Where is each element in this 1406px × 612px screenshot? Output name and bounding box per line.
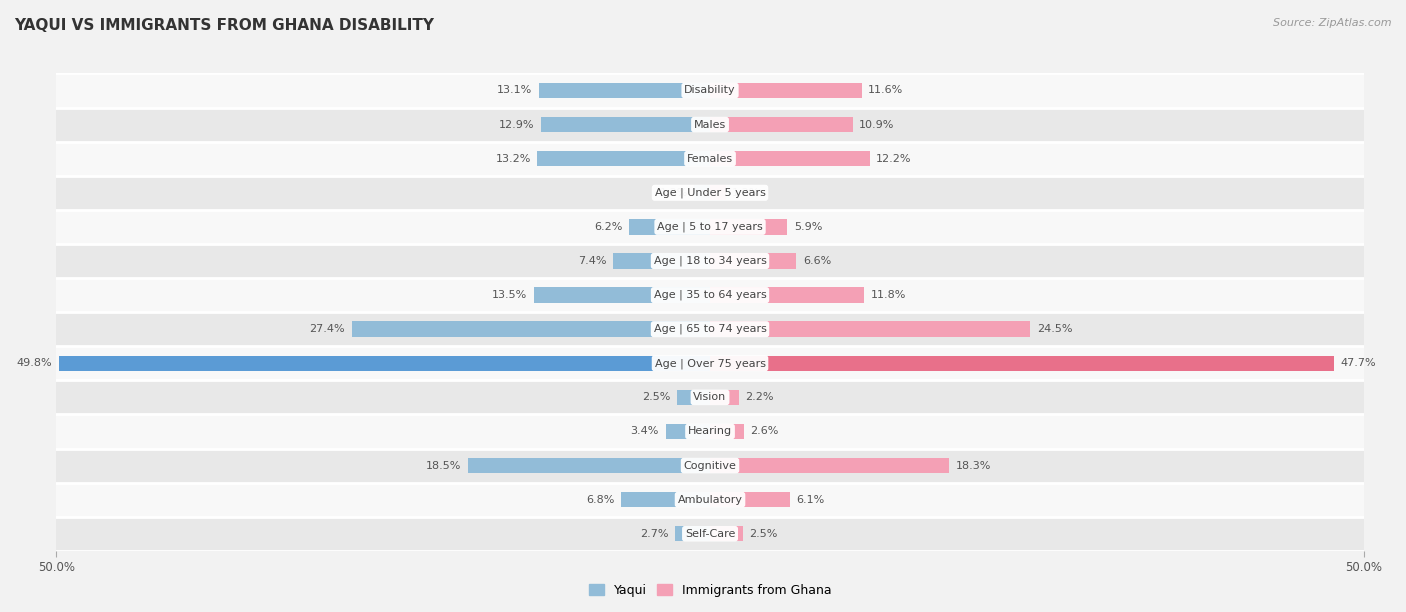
Bar: [678, 390, 710, 405]
Text: 49.8%: 49.8%: [17, 358, 52, 368]
Text: Age | 5 to 17 years: Age | 5 to 17 years: [657, 222, 763, 232]
Text: 7.4%: 7.4%: [578, 256, 607, 266]
Bar: [710, 390, 738, 405]
Text: Age | 18 to 34 years: Age | 18 to 34 years: [654, 256, 766, 266]
Bar: [56, 108, 1364, 141]
Text: 2.6%: 2.6%: [751, 427, 779, 436]
Text: Age | Under 5 years: Age | Under 5 years: [655, 187, 765, 198]
Bar: [710, 492, 790, 507]
Bar: [56, 312, 1364, 346]
Legend: Yaqui, Immigrants from Ghana: Yaqui, Immigrants from Ghana: [583, 579, 837, 602]
Text: 2.5%: 2.5%: [749, 529, 778, 539]
Text: 6.2%: 6.2%: [595, 222, 623, 232]
Text: 10.9%: 10.9%: [859, 119, 894, 130]
Bar: [56, 483, 1364, 517]
Bar: [56, 414, 1364, 449]
Text: 1.2%: 1.2%: [659, 188, 688, 198]
Text: 6.8%: 6.8%: [586, 494, 614, 505]
Text: 3.4%: 3.4%: [631, 427, 659, 436]
Bar: [695, 185, 710, 201]
Text: 1.2%: 1.2%: [733, 188, 761, 198]
Text: 12.2%: 12.2%: [876, 154, 911, 163]
Bar: [628, 219, 710, 234]
Bar: [538, 83, 710, 98]
Bar: [710, 424, 744, 439]
Text: 2.7%: 2.7%: [640, 529, 668, 539]
Bar: [56, 278, 1364, 312]
Text: 2.5%: 2.5%: [643, 392, 671, 402]
Text: Disability: Disability: [685, 86, 735, 95]
Bar: [621, 492, 710, 507]
Text: 5.9%: 5.9%: [794, 222, 823, 232]
Bar: [710, 219, 787, 234]
Text: 6.6%: 6.6%: [803, 256, 831, 266]
Text: 11.8%: 11.8%: [870, 290, 907, 300]
Text: Source: ZipAtlas.com: Source: ZipAtlas.com: [1274, 18, 1392, 28]
Bar: [710, 526, 742, 542]
Bar: [56, 141, 1364, 176]
Bar: [468, 458, 710, 473]
Bar: [56, 380, 1364, 414]
Text: Ambulatory: Ambulatory: [678, 494, 742, 505]
Bar: [541, 117, 710, 132]
Text: 18.5%: 18.5%: [426, 461, 461, 471]
Text: 18.3%: 18.3%: [956, 461, 991, 471]
Bar: [710, 458, 949, 473]
Bar: [710, 356, 1334, 371]
Bar: [710, 321, 1031, 337]
Bar: [710, 185, 725, 201]
Text: Cognitive: Cognitive: [683, 461, 737, 471]
Text: 13.5%: 13.5%: [492, 290, 527, 300]
Text: Hearing: Hearing: [688, 427, 733, 436]
Text: 47.7%: 47.7%: [1340, 358, 1376, 368]
Text: 11.6%: 11.6%: [869, 86, 904, 95]
Bar: [56, 210, 1364, 244]
Bar: [56, 517, 1364, 551]
Bar: [537, 151, 710, 166]
Bar: [710, 288, 865, 303]
Bar: [56, 176, 1364, 210]
Bar: [59, 356, 710, 371]
Text: Males: Males: [695, 119, 725, 130]
Text: Females: Females: [688, 154, 733, 163]
Bar: [710, 83, 862, 98]
Bar: [710, 117, 852, 132]
Bar: [613, 253, 710, 269]
Bar: [56, 449, 1364, 483]
Text: Self-Care: Self-Care: [685, 529, 735, 539]
Text: 12.9%: 12.9%: [499, 119, 534, 130]
Text: YAQUI VS IMMIGRANTS FROM GHANA DISABILITY: YAQUI VS IMMIGRANTS FROM GHANA DISABILIT…: [14, 18, 434, 34]
Bar: [675, 526, 710, 542]
Text: 13.2%: 13.2%: [495, 154, 531, 163]
Text: 13.1%: 13.1%: [496, 86, 533, 95]
Text: Vision: Vision: [693, 392, 727, 402]
Text: Age | 65 to 74 years: Age | 65 to 74 years: [654, 324, 766, 334]
Bar: [56, 346, 1364, 380]
Bar: [710, 151, 869, 166]
Bar: [710, 253, 796, 269]
Bar: [56, 244, 1364, 278]
Text: Age | Over 75 years: Age | Over 75 years: [655, 358, 765, 368]
Text: 24.5%: 24.5%: [1038, 324, 1073, 334]
Text: 27.4%: 27.4%: [309, 324, 346, 334]
Text: Age | 35 to 64 years: Age | 35 to 64 years: [654, 290, 766, 300]
Bar: [665, 424, 710, 439]
Bar: [533, 288, 710, 303]
Bar: [56, 73, 1364, 108]
Text: 2.2%: 2.2%: [745, 392, 773, 402]
Bar: [352, 321, 710, 337]
Text: 6.1%: 6.1%: [796, 494, 824, 505]
